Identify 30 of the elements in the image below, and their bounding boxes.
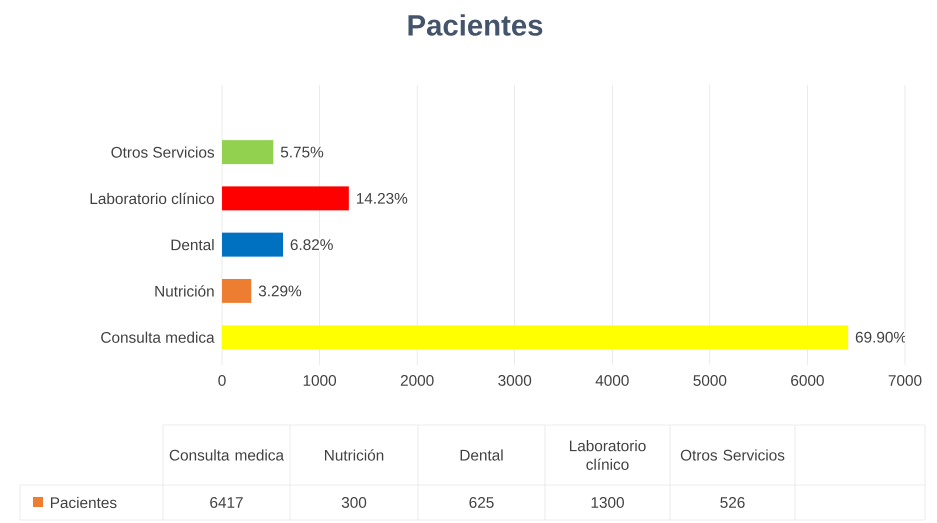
x-tick-label: 1000 <box>304 375 336 386</box>
category-label: Otros Servicios <box>680 449 784 461</box>
x-tick-label: 0 <box>218 375 226 386</box>
x-tick-label: 5000 <box>693 375 726 386</box>
category-label: Consulta medica <box>170 449 284 461</box>
annotation: 3.29% <box>258 286 302 296</box>
x-tick-label: 6000 <box>791 375 824 386</box>
y-tick-label: Laboratorio clínico <box>90 192 214 204</box>
text: 625 <box>469 497 494 508</box>
annotation: 69.90% <box>856 332 907 343</box>
annotation: 5.75% <box>280 146 324 158</box>
legend-label: Pacientes <box>50 496 116 508</box>
y-tick-label: Otros Servicios <box>111 146 214 158</box>
y-tick-label: Dental <box>172 239 214 250</box>
category-label: Dental <box>460 449 503 461</box>
text: 300 <box>342 497 366 508</box>
x-tick-label: 7000 <box>888 375 922 386</box>
x-tick-label: 4000 <box>596 375 629 386</box>
category-label: Nutrición <box>325 449 384 461</box>
annotation: 6.82% <box>290 239 333 250</box>
category-label: Laboratorio clínico <box>570 440 646 470</box>
y-tick-label: Consulta medica <box>101 332 215 343</box>
chart-title: Pacientes <box>408 14 542 36</box>
text: 1300 <box>592 497 624 508</box>
text: 6417 <box>210 497 243 508</box>
y-tick-label: Nutrición <box>155 285 214 297</box>
x-tick-label: 2000 <box>400 375 434 386</box>
text: 526 <box>720 497 745 508</box>
annotation: 14.23% <box>356 192 408 204</box>
x-tick-label: 3000 <box>498 375 532 386</box>
